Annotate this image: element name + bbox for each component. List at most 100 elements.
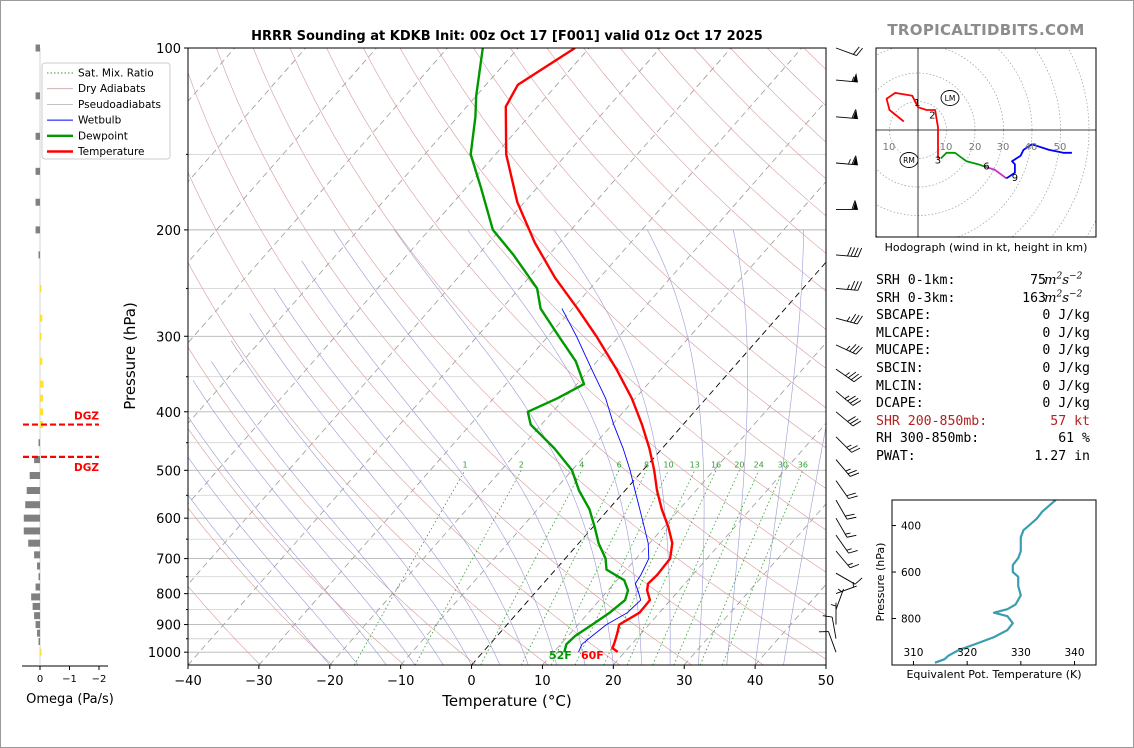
parameter-value: 0 J/kg xyxy=(1042,308,1090,324)
wind-barb xyxy=(835,313,863,325)
barb-full xyxy=(847,395,856,402)
svg-text:52F: 52F xyxy=(549,649,572,662)
moist-adiabat xyxy=(333,229,586,665)
dgz-label: DGZ xyxy=(74,411,99,423)
parameter-row: SRH 0-1km: 75 m2s−2 xyxy=(876,272,1116,290)
dry-adiabat xyxy=(326,48,826,573)
dry-adiabat xyxy=(188,71,692,665)
barb-full xyxy=(852,345,860,354)
mixing-ratio-line xyxy=(521,470,620,665)
wind-barb xyxy=(835,582,857,595)
mixing-ratio-label: 30 xyxy=(778,460,788,469)
omega-bar xyxy=(34,456,40,464)
moist-adiabat xyxy=(754,229,804,665)
barb-full xyxy=(847,469,857,475)
wind-barb xyxy=(835,72,858,83)
y-axis-label: Pressure (hPa) xyxy=(121,302,139,410)
barb-staff xyxy=(835,480,849,499)
barb-full xyxy=(856,47,863,56)
y-tick-label: 200 xyxy=(156,224,181,239)
isotherm-line xyxy=(188,48,377,263)
parameter-value: 0 J/kg xyxy=(1042,343,1090,359)
x-axis-label: Temperature (°C) xyxy=(441,692,571,710)
y-tick-label: 1000 xyxy=(148,646,181,661)
theta-e-x-tick-label: 330 xyxy=(1011,647,1031,659)
omega-bar xyxy=(40,380,44,388)
mixing-ratio-label: 4 xyxy=(579,460,584,469)
parameter-value: 0 J/kg xyxy=(1042,360,1090,376)
wind-barb xyxy=(822,615,837,639)
dry-adiabat xyxy=(436,48,826,449)
moist-adiabat xyxy=(301,260,557,665)
barb-staff xyxy=(835,459,851,477)
hodo-trace xyxy=(1005,143,1072,180)
x-tick-label: −40 xyxy=(174,674,201,689)
barb-full xyxy=(850,373,860,381)
omega-bar xyxy=(25,501,40,509)
wind-barb xyxy=(835,436,861,453)
barb-full xyxy=(849,472,860,477)
omega-bar xyxy=(38,637,41,645)
hodo-height-label: 9 xyxy=(1012,173,1018,184)
mixing-ratio-label: 13 xyxy=(690,460,700,469)
barb-staff xyxy=(831,616,837,639)
omega-bar xyxy=(38,573,41,581)
barb-full xyxy=(854,247,859,257)
mixing-ratio-label: 36 xyxy=(798,460,808,469)
moist-adiabat xyxy=(726,229,748,665)
barb-staff xyxy=(835,534,849,554)
y-tick-label: 600 xyxy=(156,512,181,527)
parameter-value: 163 xyxy=(1022,290,1046,306)
barb-full xyxy=(855,346,863,355)
barb-full xyxy=(846,516,857,520)
barb-pennant xyxy=(852,155,858,165)
omega-bar xyxy=(40,357,43,365)
y-tick-label: 700 xyxy=(156,553,181,568)
parameter-label: MLCIN: xyxy=(876,378,924,394)
parameter-row: MUCAPE: 0 J/kg xyxy=(876,342,1116,360)
wind-barb xyxy=(835,46,863,56)
wind-barb xyxy=(835,109,858,120)
mixing-ratio-label: 24 xyxy=(754,460,764,469)
hodo-height-label: 6 xyxy=(983,162,989,173)
legend: Sat. Mix. Ratio Dry Adiabats Pseudoadiabat… xyxy=(41,62,171,160)
barb-full xyxy=(849,563,860,569)
barb-staff xyxy=(835,517,848,538)
wind-barbs xyxy=(818,46,863,653)
barb-full xyxy=(850,247,856,257)
legend-item: Sat. Mix. Ratio xyxy=(47,68,154,80)
y-tick-label: 900 xyxy=(156,619,181,634)
mixing-ratio-label: 1 xyxy=(462,460,467,469)
moist-adiabat xyxy=(211,361,444,665)
wind-barb xyxy=(835,480,858,500)
barb-full xyxy=(848,445,858,451)
svg-text:60F: 60F xyxy=(581,649,604,662)
dry-adiabat xyxy=(188,261,549,665)
isotherm-line xyxy=(471,261,826,665)
parameter-label: SHR 200-850mb: xyxy=(876,413,988,429)
legend-item: Temperature xyxy=(47,146,145,158)
parameter-value: 0 J/kg xyxy=(1042,325,1090,341)
barb-half xyxy=(844,395,850,400)
sfc-dewpoint-label: 52F xyxy=(549,649,572,662)
mixing-ratio-line xyxy=(721,470,804,665)
barb-staff xyxy=(835,162,858,166)
theta-e-x-tick-label: 340 xyxy=(1065,647,1085,659)
mixing-ratio-line xyxy=(673,470,760,665)
omega-bar xyxy=(35,226,40,234)
barb-full xyxy=(853,46,860,55)
parameter-label: MUCAPE: xyxy=(876,343,932,359)
mixing-ratio-line xyxy=(652,470,740,665)
moist-adiabat xyxy=(188,456,359,665)
mixing-ratio-label: 16 xyxy=(711,460,721,469)
hodo-height-label: 1 xyxy=(914,98,920,109)
wind-barb xyxy=(835,517,857,538)
legend-label: Temperature xyxy=(77,146,145,158)
barb-full xyxy=(850,280,856,290)
hodo-ring-label: 10 xyxy=(940,142,953,153)
parameter-label: PWAT: xyxy=(876,448,916,464)
moist-adiabat xyxy=(553,229,671,665)
isotherm-line xyxy=(258,48,803,665)
omega-bar xyxy=(35,92,40,100)
